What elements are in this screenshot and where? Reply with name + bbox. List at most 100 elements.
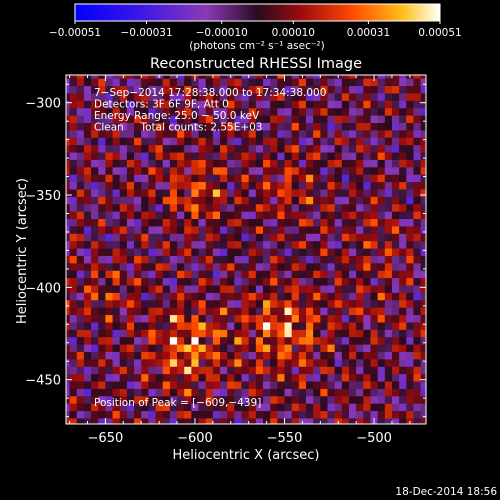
heatmap-cell	[105, 300, 113, 309]
heatmap-cell	[220, 388, 228, 397]
heatmap-cell	[406, 100, 414, 109]
heatmap-cell	[105, 285, 113, 294]
heatmap-cell	[66, 315, 70, 323]
heatmap-cell	[191, 167, 199, 176]
heatmap-cell	[184, 307, 192, 316]
heatmap-cell	[212, 115, 221, 124]
heatmap-cell	[112, 233, 121, 242]
heatmap-cell	[212, 145, 221, 153]
heatmap-cell	[255, 204, 264, 213]
heatmap-cell	[205, 130, 214, 139]
heatmap-cell	[148, 270, 156, 279]
heatmap-cell	[370, 182, 379, 190]
heatmap-cell	[69, 322, 78, 331]
heatmap-cell	[298, 130, 307, 139]
heatmap-cell	[98, 182, 106, 190]
heatmap-cell	[184, 329, 192, 338]
heatmap-cell	[327, 359, 336, 368]
heatmap-cell	[263, 351, 271, 360]
heatmap-cell	[298, 255, 307, 264]
heatmap-cell	[76, 351, 85, 360]
heatmap-cell	[399, 152, 407, 161]
heatmap-cell	[241, 255, 250, 264]
heatmap-cell	[91, 219, 99, 227]
heatmap-cell	[320, 233, 328, 242]
heatmap-cell	[205, 359, 214, 368]
heatmap-cell	[406, 351, 414, 360]
heatmap-cell	[255, 322, 264, 331]
heatmap-cell	[162, 381, 171, 390]
heatmap-cell	[205, 418, 214, 424]
heatmap-cell	[169, 337, 178, 345]
heatmap-cell	[428, 219, 436, 227]
heatmap-cell	[220, 381, 228, 390]
heatmap-cell	[98, 241, 106, 249]
heatmap-cell	[428, 79, 436, 87]
heatmap-cell	[341, 167, 350, 176]
heatmap-cell	[298, 403, 307, 412]
heatmap-cell	[420, 285, 426, 294]
heatmap-cell	[277, 278, 285, 286]
heatmap-cell	[83, 174, 92, 183]
heatmap-cell	[348, 329, 357, 338]
heatmap-cell	[212, 366, 221, 375]
heatmap-cell	[184, 374, 192, 382]
heatmap-cell	[356, 78, 364, 87]
heatmap-cell	[69, 359, 78, 368]
heatmap-cell	[119, 270, 128, 279]
heatmap-cell	[263, 100, 271, 109]
heatmap-cell	[126, 411, 135, 419]
heatmap-cell	[399, 86, 407, 94]
heatmap-cell	[184, 248, 192, 257]
heatmap-cell	[306, 219, 314, 227]
heatmap-cell	[177, 204, 185, 213]
heatmap-cell	[334, 145, 343, 153]
heatmap-cell	[227, 300, 235, 309]
heatmap-cell	[98, 278, 106, 286]
heatmap-cell	[169, 130, 178, 139]
heatmap-cell	[212, 130, 221, 139]
heatmap-cell	[391, 344, 400, 353]
heatmap-cell	[191, 337, 199, 345]
heatmap-cell	[320, 411, 328, 419]
heatmap-cell	[420, 344, 426, 353]
heatmap-cell	[298, 278, 307, 286]
heatmap-cell	[155, 278, 164, 286]
heatmap-cell	[66, 351, 70, 360]
heatmap-cell	[76, 145, 85, 153]
heatmap-cell	[356, 145, 364, 153]
heatmap-cell	[126, 86, 135, 94]
heatmap-cell	[377, 285, 386, 294]
heatmap-cell	[356, 307, 364, 316]
heatmap-cell	[198, 78, 207, 87]
heatmap-cell	[248, 108, 257, 117]
heatmap-cell	[98, 411, 106, 419]
heatmap-cell	[399, 167, 407, 176]
heatmap-cell	[220, 359, 228, 368]
heatmap-cell	[284, 189, 293, 198]
heatmap-cell	[334, 351, 343, 360]
heatmap-cell	[248, 204, 257, 213]
heatmap-cell	[234, 307, 242, 316]
heatmap-cell	[334, 182, 343, 190]
heatmap-cell	[234, 211, 242, 220]
heatmap-cell	[155, 388, 164, 397]
heatmap-cell	[105, 226, 113, 235]
heatmap-cell	[277, 189, 285, 198]
heatmap-cell	[98, 115, 106, 124]
heatmap-cell	[270, 285, 278, 294]
heatmap-cell	[399, 137, 407, 146]
heatmap-cell	[370, 292, 379, 301]
heatmap-cell	[119, 219, 128, 227]
heatmap-cell	[69, 285, 78, 294]
heatmap-cell	[406, 204, 414, 213]
heatmap-cell	[76, 248, 85, 257]
heatmap-cell	[334, 263, 343, 272]
heatmap-cell	[69, 270, 78, 279]
heatmap-cell	[156, 426, 164, 434]
heatmap-cell	[406, 315, 414, 323]
heatmap-cell	[298, 204, 307, 213]
heatmap-cell	[126, 174, 135, 183]
heatmap-cell	[205, 219, 214, 227]
heatmap-cell	[298, 93, 307, 102]
